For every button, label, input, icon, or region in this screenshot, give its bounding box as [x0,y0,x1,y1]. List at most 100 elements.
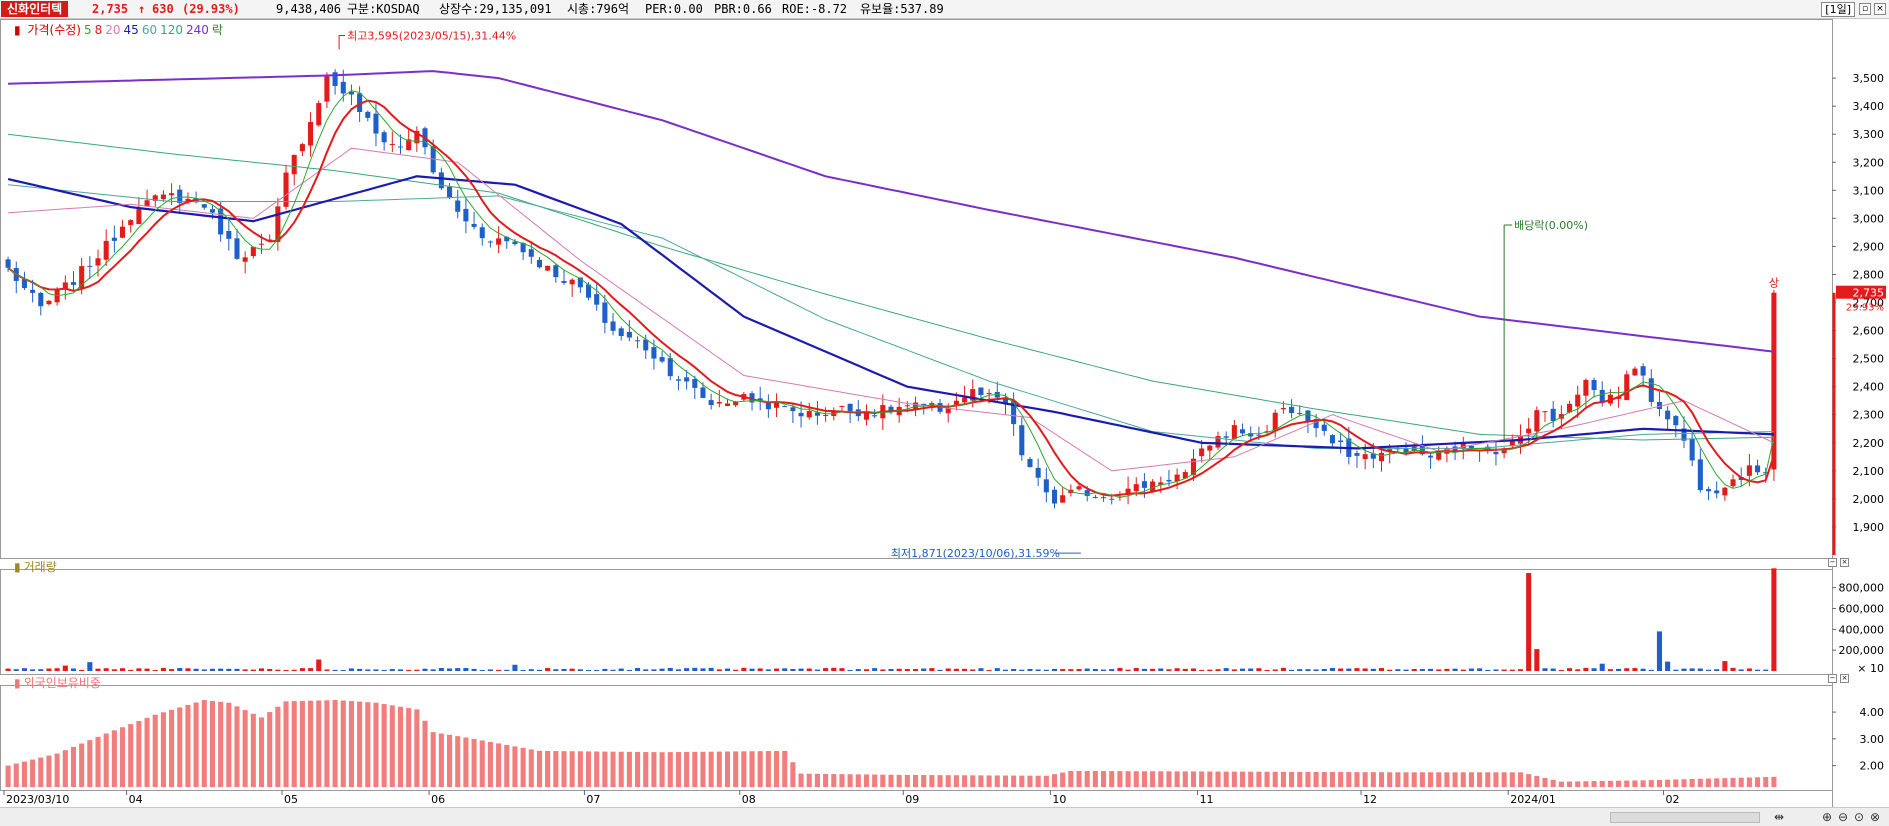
volume-bar [283,670,289,672]
foreign-ratio-bar [218,701,224,787]
candle-body [684,377,690,382]
candle-body [1697,459,1703,491]
chart-scrollbar[interactable] [1610,812,1760,823]
volume-bar [144,668,150,671]
candle-body [1509,441,1515,447]
volume-bar [545,668,551,671]
price-tick-label: 3,400 [1853,100,1885,113]
candle-body [275,206,281,242]
volume-bar [438,668,444,671]
volume-bar [1763,669,1769,671]
volume-bar [1141,668,1147,671]
foreign-ratio-bar [1444,772,1450,787]
volume-bar [1493,669,1499,671]
volume-bar [422,668,428,671]
slider-icon[interactable]: ⇹ [1773,810,1785,824]
foreign-ratio-bar [635,751,641,787]
volume-bar [381,669,387,671]
zoom-reset-icon[interactable]: ⊙ [1853,810,1865,824]
chart-canvas[interactable]: 1,900 2,000 2,100 2,200 2,300 2,400 2,500 2,600… [0,19,1889,807]
volume-bar [1329,668,1335,671]
candle-body [185,198,191,203]
candle-body [209,209,215,213]
volume-bar [1616,668,1622,671]
volume-bar [111,669,117,671]
period-selector[interactable]: [1일] [1821,2,1855,17]
volume-bar [1060,669,1066,671]
zoom-fit-icon[interactable]: ⊗ [1869,810,1881,824]
candle-body [1051,489,1058,504]
foreign-ratio-bar [520,747,526,787]
roe-value: ROE:-8.72 [782,2,848,16]
volume-bar [46,668,52,671]
foreign-panel-frame [0,685,1833,791]
volume-bar [806,668,812,671]
candle-body [299,144,305,152]
foreign-ratio-bar [1239,771,1246,787]
restore-icon[interactable]: ▫ [1859,3,1871,15]
stock-name[interactable]: 신화인터텍 [1,1,69,17]
volume-bar [1182,668,1188,671]
volume-bar [1084,668,1090,671]
volume-bar [675,669,681,671]
foreign-tick-label: 3.00 [1860,733,1885,746]
candle-body [111,237,117,241]
foreign-ratio-bar [1746,777,1752,787]
price-change: 630 [152,2,174,16]
candle-body [471,223,477,227]
foreign-ratio-bar [54,753,60,787]
legend-item[interactable]: 락 [211,23,223,37]
foreign-ratio-bar [970,775,976,787]
candle-body [1640,366,1646,376]
legend-item[interactable]: 240 [186,23,209,37]
foreign-ratio-bar [986,775,992,787]
legend-item[interactable]: 가격(수정) [27,23,81,37]
foreign-ratio-bar [1763,777,1769,787]
volume-bar [749,668,755,671]
volume-bar [1689,668,1695,671]
legend-item[interactable]: 120 [160,23,183,37]
volume-bar [1068,669,1074,671]
foreign-ratio-bar [357,701,363,787]
volume-tick-label: 200,000 [1839,644,1885,657]
panel-close-icon[interactable]: × [1840,558,1849,567]
legend-item[interactable]: 45 [123,23,139,37]
legend-item[interactable]: 60 [141,23,158,37]
foreign-ratio-bar [1019,775,1025,787]
foreign-ratio-bar [487,741,493,787]
panel-minimize-icon[interactable]: − [1828,674,1837,683]
panel-minimize-icon[interactable]: − [1828,558,1837,567]
legend-item[interactable]: 8 [94,23,103,37]
foreign-ratio-bar [896,774,902,787]
foreign-ratio-bar [316,700,322,787]
legend-item[interactable]: 20 [105,23,121,37]
legend-item[interactable]: 5 [83,23,92,37]
candle-body [610,321,616,331]
foreign-ratio-bar [1558,781,1564,787]
volume-bar [626,669,632,671]
zoom-out-icon[interactable]: ⊖ [1837,810,1849,824]
candle-body [1591,379,1597,390]
candle-body [406,139,412,151]
foreign-ratio-bar [1231,771,1237,787]
foreign-ratio-bar [1567,781,1573,787]
candle-body [1223,436,1229,438]
volume-bar [1428,668,1434,671]
foreign-ratio-bar [724,751,731,787]
foreign-ratio-bar [1084,771,1090,787]
panel-close-icon[interactable]: × [1840,674,1849,683]
candle-body [1002,397,1008,404]
foreign-ratio-bar [1346,772,1352,787]
foreign-ratio-bar [332,700,338,787]
candle-body [1248,433,1254,437]
candle-body [1329,435,1335,444]
candle-body [1313,419,1319,429]
candle-body [888,406,894,412]
candle-body [1705,489,1712,492]
zoom-in-icon[interactable]: ⊕ [1821,810,1833,824]
foreign-ratio-bar [937,775,943,787]
candle-body [54,289,60,303]
close-icon[interactable]: × [1874,3,1886,15]
volume-bar [823,668,829,671]
foreign-ratio-bar [463,737,469,787]
